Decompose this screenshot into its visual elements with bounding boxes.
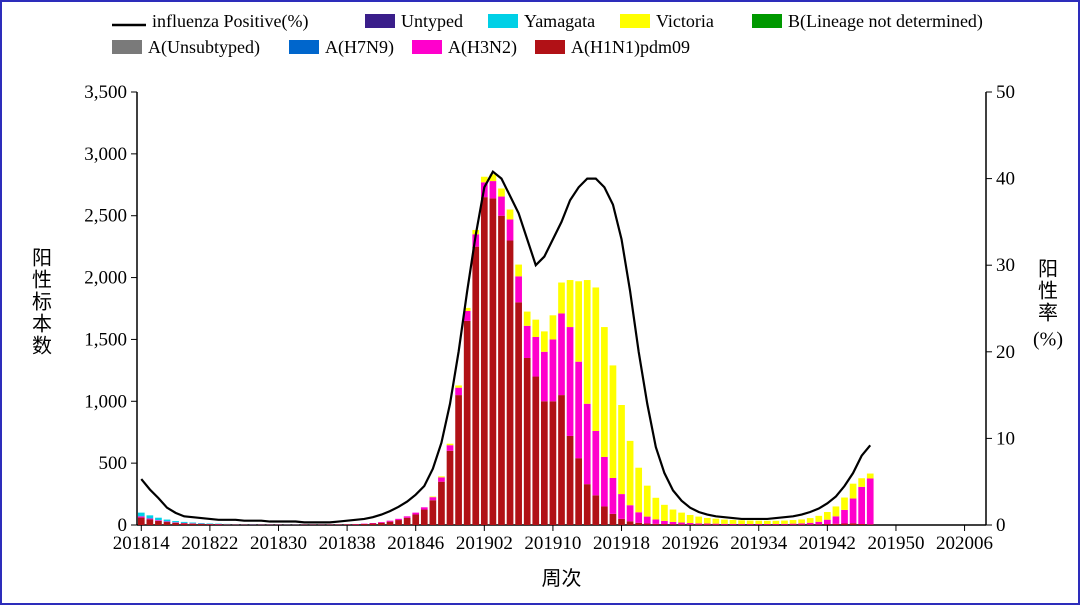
svg-text:1,000: 1,000 [84, 391, 127, 412]
svg-text:A(Unsubtyped): A(Unsubtyped) [148, 37, 260, 58]
svg-text:阳: 阳 [32, 247, 52, 270]
svg-text:Untyped: Untyped [401, 11, 463, 31]
svg-text:influenza Positive(%): influenza Positive(%) [152, 11, 308, 32]
svg-text:201926: 201926 [662, 533, 719, 554]
influenza-chart: 05001,0001,5002,0002,5003,0003,500010203… [2, 2, 1078, 603]
svg-text:3,000: 3,000 [84, 144, 127, 165]
svg-text:A(H3N2): A(H3N2) [448, 37, 517, 58]
svg-text:50: 50 [996, 82, 1015, 103]
svg-text:Victoria: Victoria [656, 11, 714, 31]
svg-text:201830: 201830 [250, 533, 307, 554]
svg-text:201838: 201838 [319, 533, 376, 554]
svg-text:1,500: 1,500 [84, 329, 127, 350]
svg-text:阳: 阳 [1038, 258, 1058, 281]
svg-text:标: 标 [32, 291, 52, 314]
svg-text:(%): (%) [1033, 329, 1063, 351]
svg-text:201910: 201910 [524, 533, 581, 554]
svg-text:20: 20 [996, 342, 1015, 363]
svg-text:201846: 201846 [387, 533, 444, 554]
svg-text:201942: 201942 [799, 533, 856, 554]
svg-text:Yamagata: Yamagata [524, 11, 595, 31]
svg-text:性: 性 [1038, 280, 1058, 303]
chart-frame: 05001,0001,5002,0002,5003,0003,500010203… [0, 0, 1080, 605]
svg-text:201918: 201918 [593, 533, 650, 554]
svg-text:202006: 202006 [936, 533, 993, 554]
svg-text:201814: 201814 [113, 533, 171, 554]
svg-text:500: 500 [99, 453, 128, 474]
svg-text:40: 40 [996, 169, 1015, 190]
svg-text:性: 性 [32, 269, 52, 292]
svg-text:A(H7N9): A(H7N9) [325, 37, 394, 58]
svg-text:A(H1N1)pdm09: A(H1N1)pdm09 [571, 37, 690, 58]
svg-text:0: 0 [996, 515, 1006, 536]
svg-text:率: 率 [1038, 302, 1058, 325]
svg-text:3,500: 3,500 [84, 82, 127, 103]
svg-text:本: 本 [32, 313, 52, 336]
svg-text:201934: 201934 [730, 533, 788, 554]
svg-text:30: 30 [996, 255, 1015, 276]
svg-text:201950: 201950 [867, 533, 924, 554]
svg-text:周次: 周次 [542, 567, 582, 590]
svg-text:B(Lineage not determined): B(Lineage not determined) [788, 11, 983, 32]
svg-text:2,500: 2,500 [84, 206, 127, 227]
svg-text:数: 数 [32, 335, 52, 358]
svg-text:2,000: 2,000 [84, 268, 127, 289]
svg-text:201822: 201822 [181, 533, 238, 554]
svg-text:10: 10 [996, 428, 1015, 449]
svg-text:201902: 201902 [456, 533, 513, 554]
